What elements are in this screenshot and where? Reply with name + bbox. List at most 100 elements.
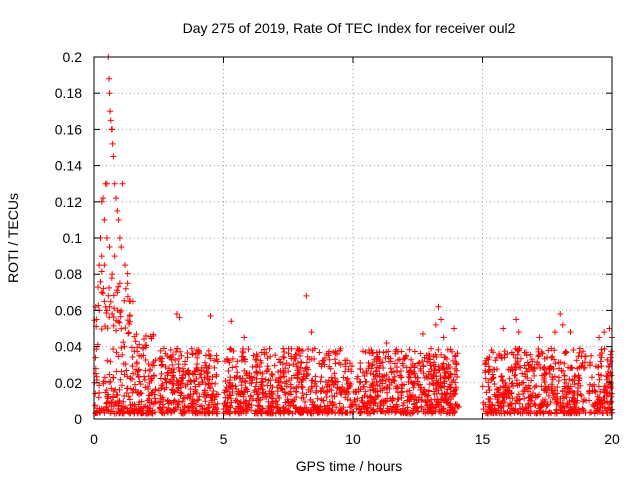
data-point bbox=[331, 370, 338, 377]
data-point bbox=[137, 381, 144, 388]
data-point bbox=[254, 370, 261, 377]
data-point bbox=[548, 381, 555, 388]
data-point bbox=[566, 376, 573, 383]
data-point bbox=[367, 405, 374, 412]
data-point bbox=[398, 389, 405, 396]
data-point bbox=[291, 372, 298, 379]
data-point bbox=[537, 409, 544, 416]
data-point bbox=[104, 399, 111, 406]
data-point bbox=[418, 384, 425, 391]
data-point bbox=[382, 354, 389, 361]
data-point bbox=[444, 368, 451, 375]
data-point bbox=[362, 388, 369, 395]
data-point bbox=[253, 368, 260, 375]
data-point bbox=[557, 359, 564, 366]
data-point bbox=[285, 368, 292, 375]
data-point bbox=[517, 355, 524, 362]
data-point bbox=[440, 360, 447, 367]
data-point bbox=[385, 376, 392, 383]
data-point bbox=[516, 363, 523, 370]
data-point bbox=[559, 321, 566, 328]
data-point bbox=[133, 331, 140, 338]
data-point bbox=[314, 395, 321, 402]
data-point bbox=[106, 379, 113, 386]
data-point bbox=[501, 410, 508, 417]
data-point bbox=[432, 363, 439, 370]
data-point bbox=[188, 345, 195, 352]
data-point bbox=[226, 410, 233, 417]
data-point bbox=[560, 368, 567, 375]
data-point bbox=[150, 358, 157, 365]
data-point bbox=[290, 385, 297, 392]
data-point bbox=[274, 388, 281, 395]
data-point bbox=[285, 390, 292, 397]
data-point bbox=[262, 376, 269, 383]
data-point bbox=[174, 387, 181, 394]
data-point bbox=[449, 404, 456, 411]
data-point bbox=[194, 361, 201, 368]
data-point bbox=[445, 361, 452, 368]
data-point bbox=[604, 384, 611, 391]
data-point bbox=[259, 378, 266, 385]
data-point bbox=[280, 353, 287, 360]
data-point bbox=[164, 369, 171, 376]
data-point bbox=[184, 381, 191, 388]
y-tick-label: 0.18 bbox=[55, 85, 82, 101]
data-point bbox=[312, 373, 319, 380]
data-point bbox=[168, 409, 175, 416]
data-point bbox=[157, 347, 164, 354]
data-point bbox=[482, 410, 489, 417]
data-point bbox=[241, 367, 248, 374]
data-point bbox=[272, 397, 279, 404]
data-point bbox=[209, 394, 216, 401]
data-point bbox=[115, 353, 122, 360]
data-point bbox=[110, 388, 117, 395]
data-point bbox=[95, 394, 102, 401]
data-point bbox=[363, 370, 370, 377]
data-point bbox=[157, 395, 164, 402]
data-point bbox=[117, 313, 124, 320]
data-point bbox=[107, 117, 114, 124]
data-point bbox=[169, 372, 176, 379]
data-point bbox=[192, 410, 199, 417]
data-point bbox=[582, 359, 589, 366]
data-point bbox=[243, 407, 250, 414]
data-point bbox=[285, 407, 292, 414]
data-point bbox=[393, 403, 400, 410]
data-point bbox=[302, 399, 309, 406]
data-point bbox=[213, 373, 220, 380]
data-point bbox=[118, 382, 125, 389]
data-point bbox=[269, 372, 276, 379]
data-point bbox=[158, 409, 165, 416]
data-point bbox=[166, 407, 173, 414]
data-point bbox=[156, 355, 163, 362]
data-point bbox=[130, 386, 137, 393]
data-point bbox=[202, 409, 209, 416]
data-point bbox=[187, 393, 194, 400]
data-point bbox=[357, 365, 364, 372]
data-point bbox=[298, 359, 305, 366]
data-point bbox=[325, 377, 332, 384]
data-point bbox=[282, 391, 289, 398]
data-point bbox=[317, 388, 324, 395]
data-point bbox=[267, 382, 274, 389]
data-point bbox=[134, 389, 141, 396]
data-point bbox=[142, 376, 149, 383]
data-point bbox=[128, 344, 135, 351]
data-point bbox=[575, 374, 582, 381]
data-point bbox=[159, 401, 166, 408]
data-point bbox=[491, 405, 498, 412]
data-point bbox=[353, 405, 360, 412]
data-point bbox=[275, 377, 282, 384]
data-point bbox=[557, 311, 564, 318]
data-point bbox=[303, 371, 310, 378]
data-point bbox=[420, 408, 427, 415]
data-point bbox=[427, 371, 434, 378]
data-point bbox=[98, 289, 105, 296]
data-point bbox=[247, 392, 254, 399]
data-point bbox=[390, 368, 397, 375]
data-point bbox=[256, 402, 263, 409]
data-point bbox=[336, 400, 343, 407]
data-point bbox=[372, 368, 379, 375]
data-point bbox=[110, 403, 117, 410]
